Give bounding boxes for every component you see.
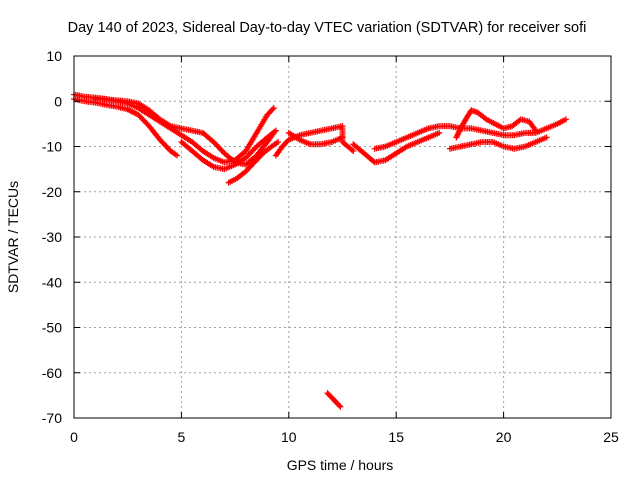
series-track-j — [453, 107, 539, 141]
y-axis-label: SDTVAR / TECUs — [5, 181, 21, 293]
series-track-e — [225, 138, 282, 186]
data-point — [270, 105, 277, 112]
series-track-c — [92, 95, 277, 168]
series-track-f — [272, 123, 357, 159]
data-point — [348, 146, 355, 153]
y-tick-label: 0 — [54, 93, 62, 109]
y-tick-label: -30 — [42, 229, 62, 245]
data-point — [532, 127, 539, 134]
x-tick-label: 15 — [388, 429, 404, 445]
y-tick-label: 10 — [46, 48, 62, 64]
series-track-l — [324, 390, 344, 410]
data-point — [272, 127, 279, 134]
series-track-d — [178, 127, 279, 173]
data-point — [336, 402, 343, 409]
data-point — [543, 134, 550, 141]
series-track-g — [285, 129, 346, 148]
y-tick-label: -20 — [42, 184, 62, 200]
x-tick-label: 10 — [281, 429, 297, 445]
chart-title: Day 140 of 2023, Sidereal Day-to-day VTE… — [68, 20, 587, 36]
series-track-i — [371, 116, 569, 152]
data-point — [174, 152, 181, 159]
x-tick-label: 0 — [70, 429, 78, 445]
y-tick-label: -50 — [42, 320, 62, 336]
x-tick-label: 20 — [496, 429, 512, 445]
data-point — [350, 148, 357, 155]
x-tick-label: 25 — [603, 429, 619, 445]
series-track-b — [71, 95, 181, 159]
x-tick-label: 5 — [178, 429, 186, 445]
series-track-h — [350, 129, 443, 166]
x-axis-label: GPS time / hours — [287, 457, 394, 473]
data-point — [275, 138, 282, 145]
data-point — [339, 134, 346, 141]
y-tick-label: -10 — [42, 139, 62, 155]
data-point — [562, 116, 569, 123]
y-tick-label: -60 — [42, 365, 62, 381]
y-axis: -70 -60 -50 -40 -30 -20 -10 0 10 — [42, 48, 611, 426]
grid — [74, 56, 611, 418]
series-track-k — [446, 134, 550, 152]
y-tick-label: -40 — [42, 274, 62, 290]
x-axis: 0 5 10 15 20 25 — [70, 56, 619, 445]
y-tick-label: -70 — [42, 410, 62, 426]
data-point — [337, 403, 344, 410]
data-point — [436, 129, 443, 136]
data-points — [71, 91, 569, 410]
